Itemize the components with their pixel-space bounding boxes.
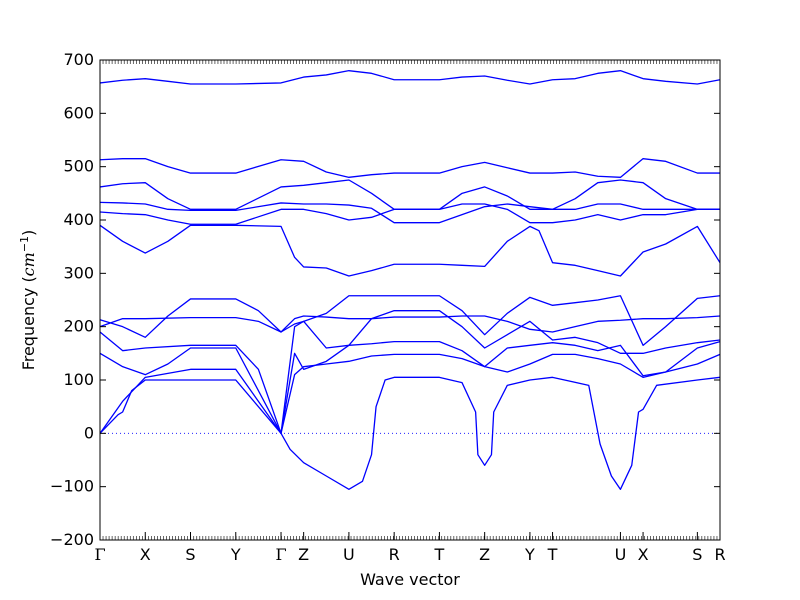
- x-tick-label: Γ: [275, 545, 286, 564]
- y-tick-label: −200: [50, 530, 94, 549]
- y-tick-label: −100: [50, 477, 94, 496]
- x-tick-label: U: [615, 545, 627, 564]
- x-tick-label: Γ: [94, 545, 105, 564]
- y-tick-label: 200: [63, 317, 94, 336]
- x-tick-label: T: [547, 545, 558, 564]
- y-axis-label-unit: cm: [19, 252, 38, 276]
- phonon-branch-11: [99, 158, 720, 178]
- x-tick-label: X: [140, 545, 151, 564]
- x-tick-label: U: [343, 545, 355, 564]
- x-tick-label: Z: [298, 545, 309, 564]
- phonon-branch-6: [99, 315, 721, 333]
- x-tick-label: X: [638, 545, 649, 564]
- x-tick-label: Y: [524, 545, 535, 564]
- phonon-branch-5: [99, 295, 721, 346]
- x-axis-label: Wave vector: [360, 570, 460, 589]
- x-tick-label: S: [185, 545, 195, 564]
- y-tick-label: 500: [63, 157, 94, 176]
- x-tick-label: R: [389, 545, 400, 564]
- y-tick-label: 400: [63, 210, 94, 229]
- phonon-branch-2: [99, 353, 721, 434]
- phonon-branch-4: [99, 310, 721, 434]
- phonon-branch-7: [99, 224, 721, 277]
- axes-frame: [99, 59, 721, 541]
- phonon-branch-9: [99, 201, 720, 224]
- y-tick-label: 100: [63, 370, 94, 389]
- x-tick-label: S: [692, 545, 702, 564]
- series-layer: [99, 70, 721, 490]
- y-tick-label: 0: [84, 423, 94, 442]
- phonon-branch-3: [99, 320, 721, 434]
- y-tick-label: 700: [63, 50, 94, 69]
- phonon-branch-1: [99, 376, 721, 490]
- x-tick-label: T: [434, 545, 445, 564]
- y-axis-label-unit-exp: −1: [18, 236, 31, 252]
- y-axis-label-main: Frequency: [19, 288, 38, 371]
- y-tick-label: 600: [63, 103, 94, 122]
- x-tick-label: R: [714, 545, 725, 564]
- phonon-branch-12: [99, 70, 721, 85]
- phonon-branch-10: [99, 179, 720, 210]
- y-axis-ticks: −200 −100 0 100 200 300 400 500 600 700: [50, 50, 720, 549]
- y-axis-label: Frequency (cm−1): [18, 230, 38, 371]
- y-tick-label: 300: [63, 263, 94, 282]
- x-tick-label: Z: [479, 545, 490, 564]
- x-tick-label: Y: [230, 545, 241, 564]
